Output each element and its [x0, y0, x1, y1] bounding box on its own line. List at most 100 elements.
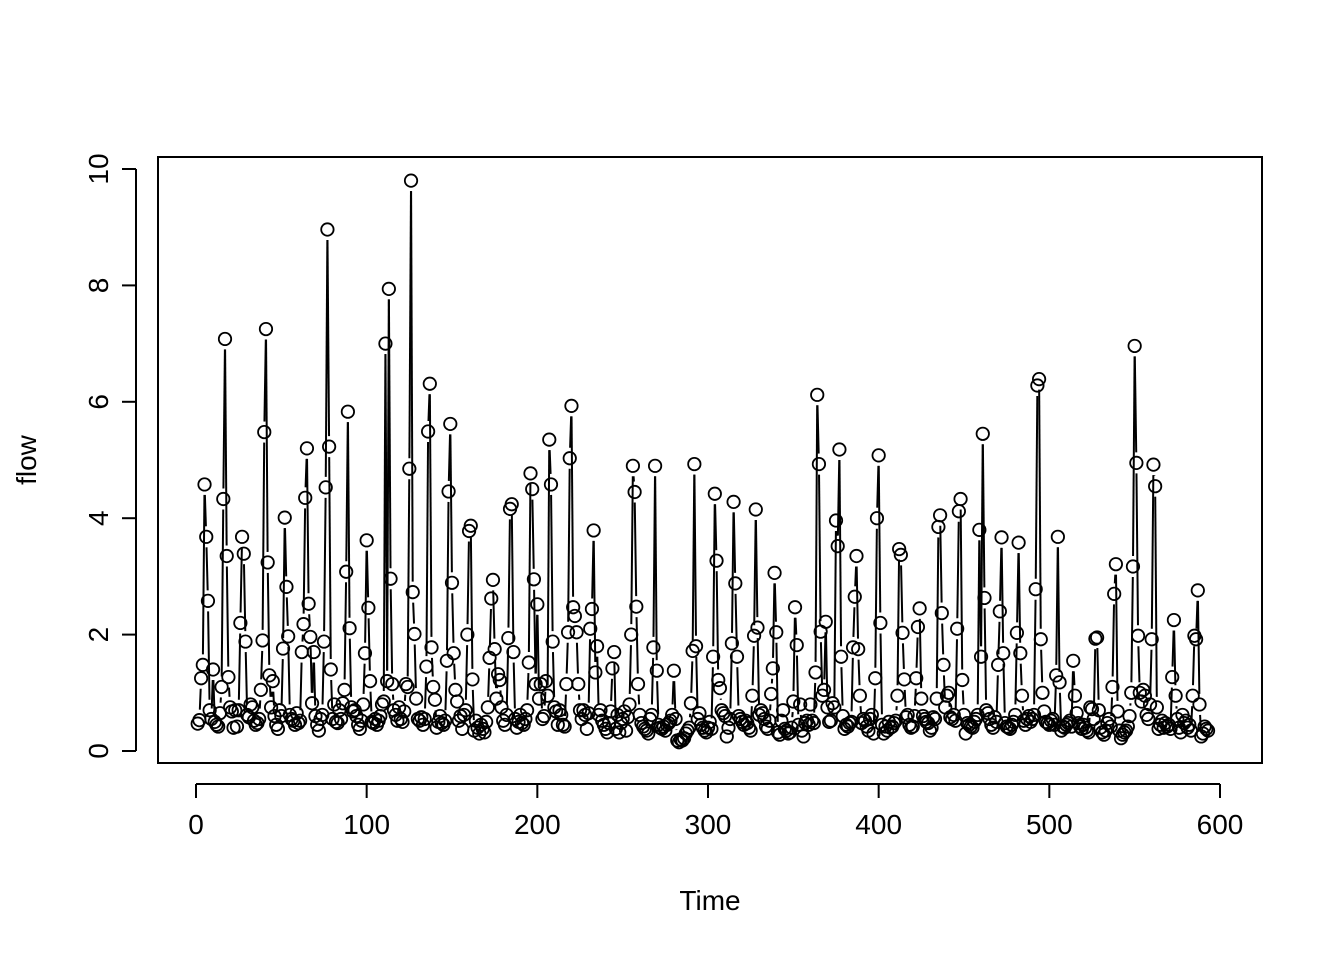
data-point: [460, 627, 475, 642]
data-point: [1120, 719, 1135, 734]
data-point: [407, 626, 422, 642]
series-segment: [570, 416, 575, 597]
series-segment: [635, 617, 639, 674]
series-segment: [228, 687, 231, 697]
data-point: [991, 657, 1006, 672]
data-point: [194, 671, 209, 686]
data-point: [1031, 372, 1047, 387]
data-point: [728, 576, 743, 591]
data-point: [1182, 717, 1197, 732]
series-segment: [272, 691, 275, 706]
series-segment: [813, 682, 817, 713]
data-point: [977, 590, 992, 606]
series-segment: [225, 566, 230, 667]
data-point: [994, 530, 1009, 545]
series-segment: [321, 652, 325, 705]
series-segment: [1002, 663, 1006, 713]
data-point: [277, 510, 292, 525]
series-segment: [492, 590, 496, 639]
series-segment: [323, 497, 327, 632]
data-point: [542, 432, 557, 447]
series-segment: [239, 547, 243, 613]
data-point: [238, 634, 253, 649]
plot-frame: [157, 156, 1263, 764]
data-point: [221, 669, 236, 685]
data-point: [526, 572, 542, 587]
data-point: [612, 725, 627, 740]
series-segment: [512, 662, 516, 709]
data-point: [397, 704, 412, 719]
series-segment: [814, 405, 819, 662]
data-point: [1011, 535, 1026, 550]
data-point: [914, 691, 929, 706]
series-segment: [330, 679, 334, 709]
data-point: [1049, 668, 1064, 683]
data-point: [516, 717, 531, 732]
data-point: [823, 713, 838, 728]
data-point: [421, 424, 436, 439]
series-segment: [850, 657, 854, 712]
data-point: [540, 688, 555, 703]
data-point: [1035, 685, 1050, 700]
data-point: [900, 707, 915, 723]
data-point: [197, 477, 212, 492]
data-point: [1146, 457, 1161, 472]
data-point: [1050, 529, 1065, 544]
series-segment: [242, 564, 247, 632]
series-segment: [995, 675, 999, 712]
data-point: [479, 714, 494, 730]
data-point: [1014, 688, 1030, 703]
data-point: [1190, 583, 1205, 598]
series-segment: [406, 479, 411, 677]
data-point: [569, 625, 584, 640]
data-point: [359, 533, 374, 548]
series-segment: [302, 508, 307, 614]
series-segment: [567, 468, 571, 622]
data-point: [808, 665, 823, 680]
data-point: [1125, 559, 1141, 574]
data-point: [1199, 721, 1214, 736]
data-point: [427, 692, 443, 707]
data-point: [528, 676, 543, 692]
series-segment: [1173, 630, 1177, 686]
data-point: [764, 686, 779, 702]
data-point: [199, 529, 214, 544]
data-point: [1149, 700, 1164, 715]
series-segment: [1040, 649, 1044, 683]
data-point: [644, 707, 659, 723]
data-point: [564, 398, 579, 413]
series-segment: [901, 643, 905, 669]
data-point: [537, 708, 552, 724]
series-segment: [299, 662, 303, 711]
series-segment: [1196, 600, 1201, 694]
series-segment: [510, 514, 515, 642]
series-segment: [732, 512, 737, 573]
data-point: [719, 729, 734, 744]
series-segment: [526, 672, 530, 700]
data-point: [721, 720, 736, 735]
data-point: [927, 711, 943, 727]
data-point: [1101, 711, 1117, 727]
data-point: [477, 725, 492, 740]
series-segment: [792, 617, 796, 692]
data-point: [419, 659, 434, 674]
series-segment: [364, 550, 368, 643]
data-point: [352, 721, 367, 736]
series-segment: [983, 608, 988, 700]
data-point: [506, 644, 521, 660]
data-point: [450, 694, 465, 709]
data-point: [605, 661, 620, 676]
series-segment: [575, 642, 579, 674]
data-point: [555, 717, 571, 732]
data-point: [805, 713, 820, 728]
data-point: [912, 601, 927, 616]
data-point: [929, 691, 944, 706]
data-point: [607, 644, 622, 660]
series-segment: [956, 521, 960, 619]
series-segment: [1115, 574, 1119, 701]
data-point: [1067, 688, 1083, 703]
data-point: [333, 711, 349, 727]
data-point: [415, 717, 431, 732]
data-point: [1091, 703, 1106, 718]
data-point: [294, 644, 309, 660]
